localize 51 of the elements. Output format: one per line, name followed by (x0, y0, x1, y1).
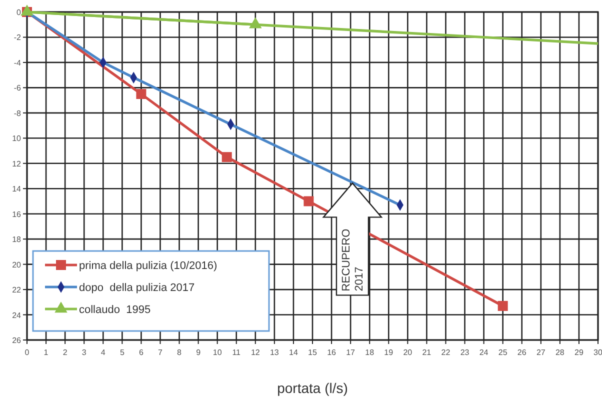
x-tick-label: 28 (555, 348, 565, 357)
x-tick-label: 14 (289, 348, 298, 357)
x-tick-label: 11 (232, 348, 242, 357)
x-tick-label: 26 (517, 348, 527, 357)
x-tick-label: 1 (44, 348, 49, 357)
y-tick-label: 18 (12, 235, 22, 244)
x-tick-label: 17 (346, 348, 356, 357)
x-tick-label: 4 (100, 348, 106, 357)
annotation: RECUPERO 2017 (340, 228, 366, 292)
y-tick-label: 16 (12, 210, 22, 219)
x-tick-label: 7 (158, 348, 164, 357)
legend-label: prima della pulizia (10/2016) (79, 260, 218, 272)
x-tick-label: 12 (250, 348, 260, 357)
x-tick-label: 30 (594, 348, 602, 357)
x-tick-label: 16 (327, 348, 337, 357)
x-tick-label: 27 (536, 348, 546, 357)
y-tick-label: 12 (12, 159, 22, 168)
x-tick-label: 22 (441, 348, 451, 357)
x-tick-label: 20 (403, 348, 413, 357)
x-tick-label: 9 (196, 348, 202, 357)
x-tick-label: 15 (308, 348, 318, 357)
y-tick-label: 10 (12, 134, 22, 144)
x-tick-label: 8 (177, 348, 182, 357)
x-tick-label: 25 (498, 348, 508, 357)
x-tick-label: 10 (212, 348, 222, 357)
x-tick-label: 23 (460, 348, 470, 357)
x-tick-label: 6 (138, 348, 144, 357)
x-tick-label: 21 (422, 348, 432, 357)
y-tick-label: 26 (12, 336, 22, 345)
y-tick-label: 22 (12, 286, 22, 295)
x-tick-label: 2 (62, 348, 68, 357)
x-tick-label: 18 (365, 348, 375, 357)
x-axis-title: portata (l/s) (277, 380, 348, 396)
x-tick-label: 29 (574, 348, 584, 357)
x-tick-label: 19 (384, 348, 394, 357)
x-tick-label: 3 (82, 348, 87, 357)
x-tick-label: 5 (120, 348, 125, 357)
y-tick-label: -8 (14, 108, 22, 118)
y-tick-label: 0 (16, 8, 22, 17)
up-arrow: RECUPERO 2017 (322, 182, 383, 296)
y-tick-label: -4 (14, 58, 22, 68)
y-tick-label: 14 (12, 184, 22, 194)
legend-label: dopo della pulizia 2017 (79, 282, 195, 294)
x-tick-label: 0 (24, 348, 30, 357)
y-tick-label: 24 (12, 310, 22, 320)
x-tick-label: 13 (270, 348, 280, 357)
x-tick-label: 24 (479, 348, 489, 357)
y-tick-label: -2 (14, 33, 22, 42)
legend-label: collaudo 1995 (79, 304, 151, 316)
y-tick-label: -6 (14, 84, 22, 93)
y-tick-label: 20 (12, 260, 22, 270)
